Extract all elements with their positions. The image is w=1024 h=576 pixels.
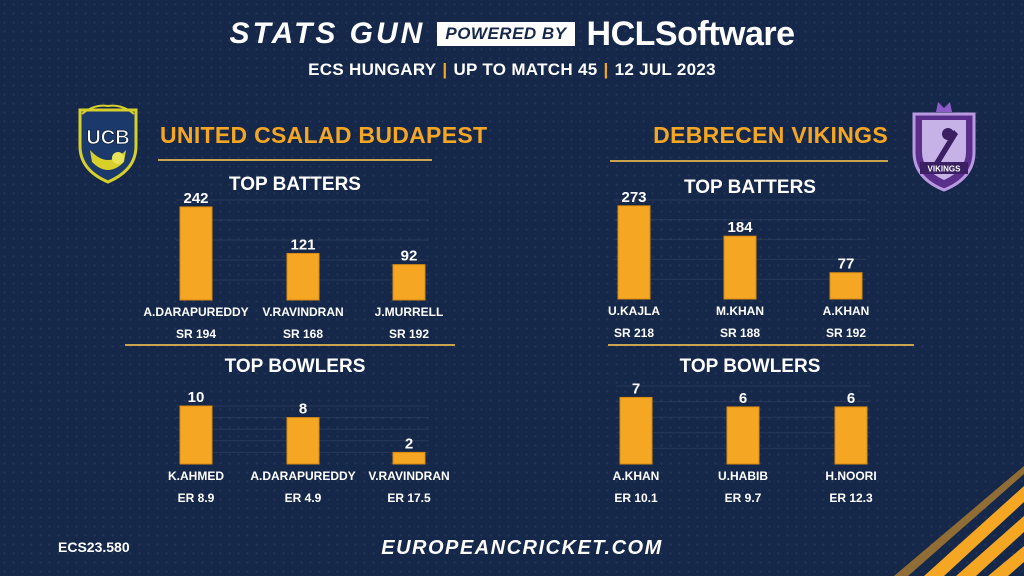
bar-value-label: 2 <box>405 435 413 452</box>
bar-category-label: H.NOORI <box>825 469 876 483</box>
bar-category-label: J.MURRELL <box>375 305 444 319</box>
bar-value-label: 242 <box>183 190 208 207</box>
bar-stat-label: ER 12.3 <box>829 491 873 505</box>
subtitle-date: 12 JUL 2023 <box>614 60 716 79</box>
bar <box>834 406 868 465</box>
bar-value-label: 10 <box>188 389 205 406</box>
section-rule-left <box>125 344 455 346</box>
ucb-logo-text: UCB <box>86 127 129 149</box>
brand-row: STATS GUN POWERED BY HCLSoftware <box>0 14 1024 54</box>
team-name-left: UNITED CSALAD BUDAPEST <box>160 122 488 148</box>
section-title-batters-left: TOP BATTERS <box>229 174 361 195</box>
bar-category-label: A.KHAN <box>823 304 870 318</box>
bar-stat-label: ER 17.5 <box>387 491 431 505</box>
bar-value-label: 7 <box>632 380 640 397</box>
bar-value-label: 184 <box>727 219 753 236</box>
ucb-logo: UCB <box>78 104 138 184</box>
bar <box>392 264 426 301</box>
chart-bowlers-right: 7 A.KHAN ER 10.1 6 U.HABIB ER 9.7 6 H.NOORI ER 1… <box>613 380 877 505</box>
bar-category-label: M.KHAN <box>716 304 764 318</box>
chart-batters-right: 273 U.KAJLA SR 218 184 M.KHAN SR 188 77 A.KHAN S… <box>608 189 870 340</box>
bar-stat-label: ER 8.9 <box>178 491 215 505</box>
bar-stat-label: SR 168 <box>283 327 323 341</box>
bar-category-label: A.DARAPUREDDY <box>143 305 248 319</box>
bar-value-label: 273 <box>621 189 646 206</box>
bar-category-label: U.HABIB <box>718 469 768 483</box>
bar <box>286 417 320 465</box>
team-rule-left <box>158 159 432 161</box>
subtitle-match: UP TO MATCH 45 <box>453 60 598 79</box>
section-title-bowlers-left: TOP BOWLERS <box>224 356 366 377</box>
bar-value-label: 6 <box>739 390 747 407</box>
bar-stat-label: ER 9.7 <box>725 491 762 505</box>
vikings-logo-text: VIKINGS <box>928 165 962 174</box>
header: STATS GUN POWERED BY HCLSoftware ECS HUN… <box>0 14 1024 80</box>
bar-category-label: U.KAJLA <box>608 304 660 318</box>
bar-value-label: 6 <box>847 390 855 407</box>
bar-stat-label: SR 218 <box>614 326 654 340</box>
brand-powered-by: POWERED BY <box>437 22 575 46</box>
subtitle-separator: | <box>603 60 609 79</box>
bar-stat-label: ER 10.1 <box>614 491 658 505</box>
vikings-logo: VIKINGS <box>912 102 976 192</box>
bar <box>179 405 213 465</box>
bar-stat-label: SR 188 <box>720 326 760 340</box>
bar-stat-label: SR 192 <box>389 327 429 341</box>
bar-category-label: K.AHMED <box>168 469 224 483</box>
brand-hcl-software: HCLSoftware <box>586 14 795 53</box>
section-title-bowlers-right: TOP BOWLERS <box>679 356 821 377</box>
bar <box>829 272 863 300</box>
bar <box>723 235 757 300</box>
subtitle-league: ECS HUNGARY <box>308 60 437 79</box>
brand-stats-gun: STATS GUN <box>229 17 426 50</box>
chart-batters-left: 242 A.DARAPUREDDY SR 194 121 V.RAVINDRAN SR 1… <box>143 190 444 341</box>
bar-stat-label: SR 192 <box>826 326 866 340</box>
subtitle-separator: | <box>442 60 448 79</box>
bar-stat-label: SR 194 <box>176 327 216 341</box>
subtitle: ECS HUNGARY | UP TO MATCH 45 | 12 JUL 2023 <box>0 60 1024 80</box>
bar-value-label: 77 <box>838 256 855 273</box>
section-title-batters-right: TOP BATTERS <box>684 177 816 198</box>
section-rule-right <box>608 344 914 346</box>
bar-value-label: 92 <box>401 248 418 265</box>
bar-value-label: 8 <box>299 401 307 418</box>
bar <box>179 206 213 301</box>
footer-code: ECS23.580 <box>58 539 130 555</box>
bar-category-label: A.KHAN <box>613 469 660 483</box>
bar <box>392 451 426 465</box>
team-rule-right <box>610 160 888 162</box>
team-name-right: DEBRECEN VIKINGS <box>653 122 888 148</box>
bar <box>726 406 760 465</box>
bar-stat-label: ER 4.9 <box>285 491 322 505</box>
corner-stripes-decoration <box>894 466 1024 576</box>
bar <box>286 252 320 301</box>
bar-category-label: V.RAVINDRAN <box>368 469 449 483</box>
bar-category-label: V.RAVINDRAN <box>262 305 343 319</box>
chart-bowlers-left: 10 K.AHMED ER 8.9 8 A.DARAPUREDDY ER 4.9 2 V.RA… <box>168 389 450 505</box>
bar-category-label: A.DARAPUREDDY <box>250 469 355 483</box>
footer-site: EUROPEANCRICKET.COM <box>381 537 663 559</box>
bar-value-label: 121 <box>290 236 315 253</box>
bar <box>617 205 651 300</box>
bar <box>619 396 653 465</box>
